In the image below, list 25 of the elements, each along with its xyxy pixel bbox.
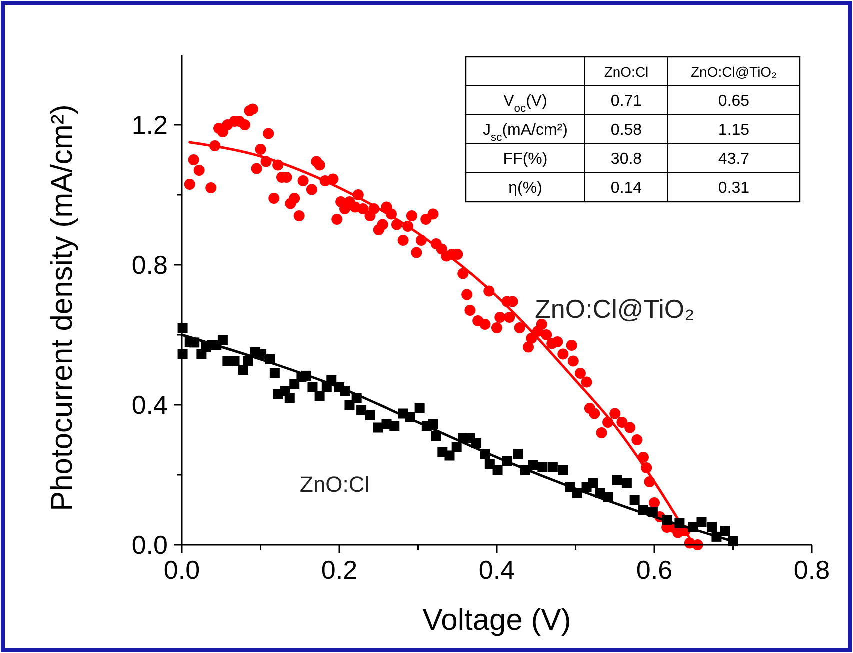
annotation: 0.14 <box>610 180 642 197</box>
annotation: J$_{sc}$(mA/cm²) <box>483 122 568 144</box>
series-label: ZnO:Cl <box>300 472 370 497</box>
annotation: η(%) <box>508 180 542 197</box>
annotation: 0.71 <box>610 93 642 110</box>
y-tick-label: 0.4 <box>132 390 168 420</box>
annotation: 0.31 <box>718 180 750 197</box>
y-tick-label: 1.2 <box>132 110 168 140</box>
x-axis-title: Voltage (V) <box>422 604 572 637</box>
series-label: ZnO:Cl@TiO₂ <box>535 294 695 324</box>
x-tick-label: 0.8 <box>794 555 830 585</box>
annotation: 30.8 <box>610 151 642 168</box>
annotation: 0.58 <box>610 122 642 139</box>
y-tick-label: 0.8 <box>132 250 168 280</box>
x-tick-label: 0.2 <box>321 555 358 585</box>
y-axis-title: Photocurrent density (mA/cm²) <box>46 104 79 512</box>
annotation: ZnO:Cl@TiO₂ <box>690 64 778 80</box>
annotation: 0.65 <box>718 93 750 110</box>
x-tick-label: 0.4 <box>478 555 516 585</box>
annotation: 43.7 <box>718 151 750 168</box>
x-tick-label: 0.6 <box>636 555 673 585</box>
annotation: ZnO:Cl <box>604 64 649 80</box>
annotation: FF(%) <box>503 151 548 168</box>
annotation: V$_{oc}$(V) <box>504 93 548 115</box>
annotation: 1.15 <box>718 122 750 139</box>
